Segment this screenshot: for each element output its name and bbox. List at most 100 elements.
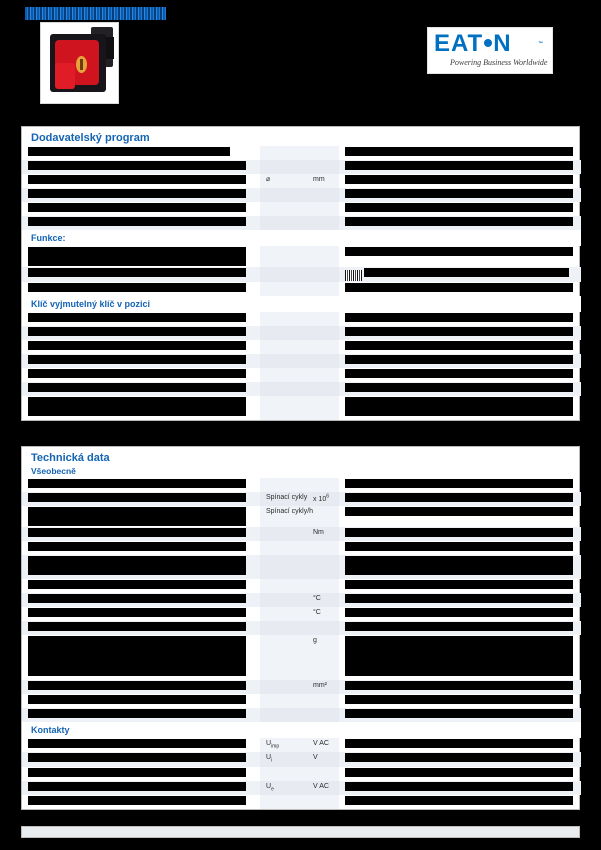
eaton-wordmark: EAT N ™ (434, 31, 546, 56)
row-value-redacted (339, 708, 581, 722)
table-row (22, 267, 581, 282)
row-label-redacted (22, 174, 260, 188)
table-row (22, 146, 581, 160)
table-row: Spínací cykly x 106 (22, 492, 581, 506)
table-row (22, 795, 581, 810)
redaction-bar (345, 709, 574, 718)
redaction-bar (345, 556, 574, 575)
row-value-redacted (339, 527, 581, 541)
row-label-redacted (22, 325, 260, 340)
table-row (22, 202, 581, 216)
row-symbol (260, 216, 307, 230)
redaction-bar (28, 796, 246, 806)
row-label-redacted (22, 478, 260, 492)
row-label-redacted (22, 752, 260, 767)
page-title: ████████ ████ ██ ██████ (25, 7, 166, 20)
redaction-bar (345, 681, 574, 690)
row-symbol (260, 607, 307, 621)
row-symbol (260, 367, 307, 382)
redaction-bar (345, 739, 574, 748)
table-row (22, 281, 581, 296)
table-row: °C (22, 593, 581, 607)
row-value-redacted (339, 593, 581, 607)
row-unit (307, 367, 339, 382)
redaction-bar (28, 739, 246, 748)
row-label-redacted (22, 267, 260, 282)
redaction-bar (28, 147, 230, 156)
redaction-bar (345, 753, 574, 763)
table-row: g (22, 635, 581, 680)
redaction-bar (345, 189, 574, 198)
redaction-bar (28, 217, 246, 226)
table-row (22, 325, 581, 340)
row-unit: V AC (307, 738, 339, 753)
row-unit: °C (307, 607, 339, 621)
row-label-redacted (22, 767, 260, 781)
redaction-bar (28, 189, 246, 198)
table-row (22, 579, 581, 593)
row-label-redacted (22, 312, 260, 326)
row-label-redacted (22, 708, 260, 722)
row-symbol (260, 281, 307, 296)
row-symbol (260, 202, 307, 216)
row-unit (307, 795, 339, 810)
redaction-bar (28, 354, 246, 364)
row-unit (307, 281, 339, 296)
row-unit: V (307, 752, 339, 767)
row-unit (307, 216, 339, 230)
redaction-bar (28, 556, 246, 575)
switch-key-slot (80, 59, 83, 70)
switch-body (50, 34, 106, 92)
redaction-bar (28, 247, 246, 266)
redaction-bar (345, 507, 574, 516)
row-label-redacted (22, 607, 260, 621)
row-unit (307, 246, 339, 267)
row-value-redacted (339, 680, 581, 694)
eaton-wordmark-b: N (493, 30, 512, 57)
redaction-bar (28, 203, 246, 212)
table-row (22, 694, 581, 708)
table-row (22, 246, 581, 267)
table-row (22, 766, 581, 781)
row-label-redacted (22, 738, 260, 752)
row-label-redacted (22, 506, 260, 527)
row-symbol (260, 353, 307, 368)
row-symbol (260, 527, 307, 541)
row-value-redacted (339, 246, 581, 267)
redaction-bar (28, 594, 246, 603)
redaction-bar (345, 781, 574, 791)
redaction-bar (345, 147, 574, 156)
row-value-redacted (339, 174, 581, 188)
redaction-bar (28, 753, 246, 763)
row-unit (307, 325, 339, 340)
row-unit (307, 766, 339, 781)
row-label-redacted (22, 216, 260, 230)
row-unit (307, 311, 339, 326)
table-row (22, 541, 581, 555)
row-symbol (260, 593, 307, 607)
redaction-bar (345, 368, 574, 378)
switch-key-lever (55, 63, 75, 89)
row-unit (307, 146, 339, 160)
redaction-bar (345, 796, 574, 806)
row-symbol (260, 311, 307, 326)
redaction-bar (28, 695, 246, 704)
row-label-redacted (22, 340, 260, 354)
redaction-bar (28, 396, 246, 416)
row-value-redacted (339, 216, 581, 230)
row-symbol (260, 795, 307, 810)
table-row (22, 216, 581, 230)
table-row: Uimp V AC (22, 738, 581, 753)
section-heading: Funkce: (22, 230, 581, 246)
row-value-redacted (339, 160, 581, 174)
redaction-bar (345, 247, 574, 256)
switch-faceplate (55, 40, 99, 89)
row-symbol (260, 146, 307, 160)
redaction-bar (345, 695, 574, 704)
row-symbol: ⌀ (260, 174, 307, 188)
row-unit (307, 353, 339, 368)
trademark-symbol: ™ (538, 41, 544, 47)
redaction-bar (345, 622, 574, 631)
row-symbol: Ue (260, 780, 307, 796)
redaction-bar (345, 396, 574, 416)
